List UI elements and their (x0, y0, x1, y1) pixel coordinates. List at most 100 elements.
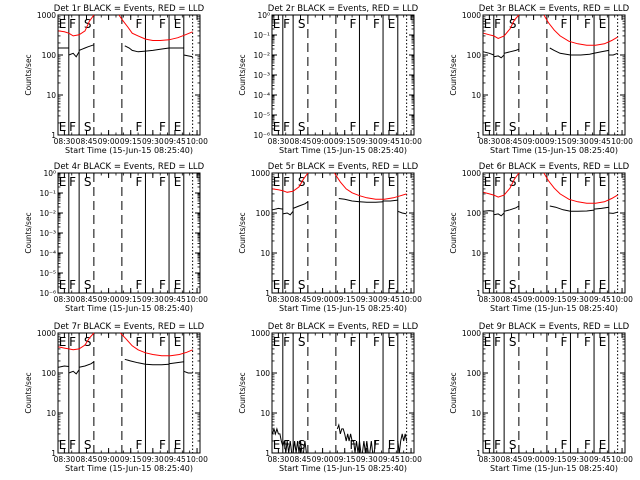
panel-title: Det 7r BLACK = Events, RED = LLD (54, 322, 205, 332)
panel-title: Det 1r BLACK = Events, RED = LLD (54, 4, 205, 14)
events-series-line (359, 201, 384, 203)
marker-label-top: F (373, 335, 380, 349)
marker-label-top: F (373, 17, 380, 31)
events-series-line (493, 54, 505, 59)
y-tick-label: 100 (256, 369, 271, 378)
marker-label-top: F (584, 17, 591, 31)
y-tick-label: 10⁻³ (253, 71, 270, 80)
y-tick-label: 10⁻³ (39, 229, 56, 238)
plot-frame (271, 172, 415, 294)
y-tick-label: 100 (256, 209, 271, 218)
x-tick-label: 08:45 (501, 295, 523, 304)
marker-label-bottom: F (349, 120, 356, 134)
x-tick-label: 09:15 (545, 137, 567, 146)
x-tick-label: 09:15 (334, 295, 356, 304)
y-tick-label: 100 (467, 369, 482, 378)
x-tick-label: 08:30 (54, 137, 76, 146)
x-tick-label: 09:30 (356, 137, 378, 146)
detector-panel: Det 7r BLACK = Events, RED = LLD 1 10 100 10… (24, 322, 208, 473)
events-series-line (493, 212, 505, 217)
events-series-line (292, 201, 309, 209)
marker-label-top: E (174, 335, 182, 349)
marker-label-bottom: E (484, 278, 492, 292)
marker-label-bottom: F (69, 438, 76, 452)
y-tick-label: 10⁰ (257, 11, 270, 20)
x-tick-label: 09:45 (164, 295, 186, 304)
y-tick-label: 10 (46, 409, 56, 418)
x-tick-label: 08:45 (290, 295, 312, 304)
marker-label-bottom: F (349, 278, 356, 292)
marker-label-bottom: F (560, 278, 567, 292)
marker-label-bottom: F (69, 120, 76, 134)
x-tick-label: 10:00 (611, 137, 633, 146)
x-tick-label: 10:00 (611, 295, 633, 304)
lld-series-line (272, 172, 309, 193)
marker-label-top: F (69, 335, 76, 349)
x-tick-label: 09:15 (545, 295, 567, 304)
marker-label-top: F (135, 335, 142, 349)
marker-label-top: E (59, 17, 67, 31)
marker-label-top: S (298, 17, 306, 31)
y-tick-label: 1000 (37, 329, 56, 338)
lld-series-line (120, 332, 193, 357)
y-tick-label: 1 (265, 289, 270, 298)
marker-label-bottom: F (584, 120, 591, 134)
y-tick-label: 10⁰ (43, 169, 56, 178)
x-tick-label: 09:45 (378, 137, 400, 146)
x-tick-label: 08:30 (54, 295, 76, 304)
detector-panel: Det 5r BLACK = Events, RED = LLD 1 10 100 10… (238, 162, 422, 313)
panel-title: Det 9r BLACK = Events, RED = LLD (479, 322, 630, 332)
x-axis-title: Start Time (15-Jun-15 08:25:40) (279, 464, 407, 473)
marker-label-top: F (283, 335, 290, 349)
marker-label-bottom: S (84, 120, 92, 134)
x-tick-label: 09:00 (523, 455, 545, 464)
x-tick-label: 08:30 (54, 455, 76, 464)
x-tick-label: 09:30 (567, 295, 589, 304)
y-tick-label: 10⁻⁵ (39, 269, 56, 278)
marker-label-top: E (484, 175, 492, 189)
y-tick-label: 10⁻⁶ (253, 131, 270, 140)
marker-label-bottom: E (273, 278, 281, 292)
marker-label-top: E (59, 335, 67, 349)
y-tick-label: 100 (42, 51, 57, 60)
marker-label-top: F (494, 175, 501, 189)
x-tick-label: 09:45 (589, 295, 611, 304)
events-series-line (549, 205, 595, 212)
events-series-line (336, 423, 377, 454)
x-tick-label: 09:00 (312, 455, 334, 464)
marker-label-top: S (84, 335, 92, 349)
events-series-line (503, 48, 520, 54)
panel-title: Det 6r BLACK = Events, RED = LLD (479, 162, 630, 172)
x-tick-label: 09:15 (334, 137, 356, 146)
plot-frame (482, 14, 626, 136)
events-series-line (503, 205, 520, 212)
y-tick-label: 1 (51, 449, 56, 458)
y-tick-label: 1 (476, 131, 481, 140)
x-tick-label: 08:30 (268, 295, 290, 304)
events-series-line (397, 210, 407, 215)
marker-label-bottom: F (584, 438, 591, 452)
x-axis-title: Start Time (15-Jun-15 08:25:40) (490, 304, 618, 313)
x-tick-label: 08:30 (479, 137, 501, 146)
marker-label-top: F (373, 175, 380, 189)
x-tick-label: 09:00 (523, 137, 545, 146)
marker-label-bottom: F (159, 438, 166, 452)
marker-label-top: E (388, 335, 396, 349)
marker-label-bottom: F (494, 278, 501, 292)
events-series-line (397, 433, 408, 454)
marker-label-bottom: F (283, 278, 290, 292)
marker-label-top: E (273, 17, 281, 31)
events-series-line (593, 49, 609, 54)
y-tick-label: 10⁻⁶ (39, 289, 56, 298)
marker-label-top: F (135, 17, 142, 31)
events-series-line (593, 206, 609, 210)
marker-label-bottom: E (174, 120, 182, 134)
plot-frame (482, 172, 626, 294)
marker-label-bottom: E (59, 120, 67, 134)
marker-label-top: F (135, 175, 142, 189)
events-series-line (68, 369, 80, 375)
x-axis-title: Start Time (15-Jun-15 08:25:40) (65, 146, 193, 155)
x-tick-label: 09:00 (98, 137, 120, 146)
marker-label-bottom: E (59, 438, 67, 452)
